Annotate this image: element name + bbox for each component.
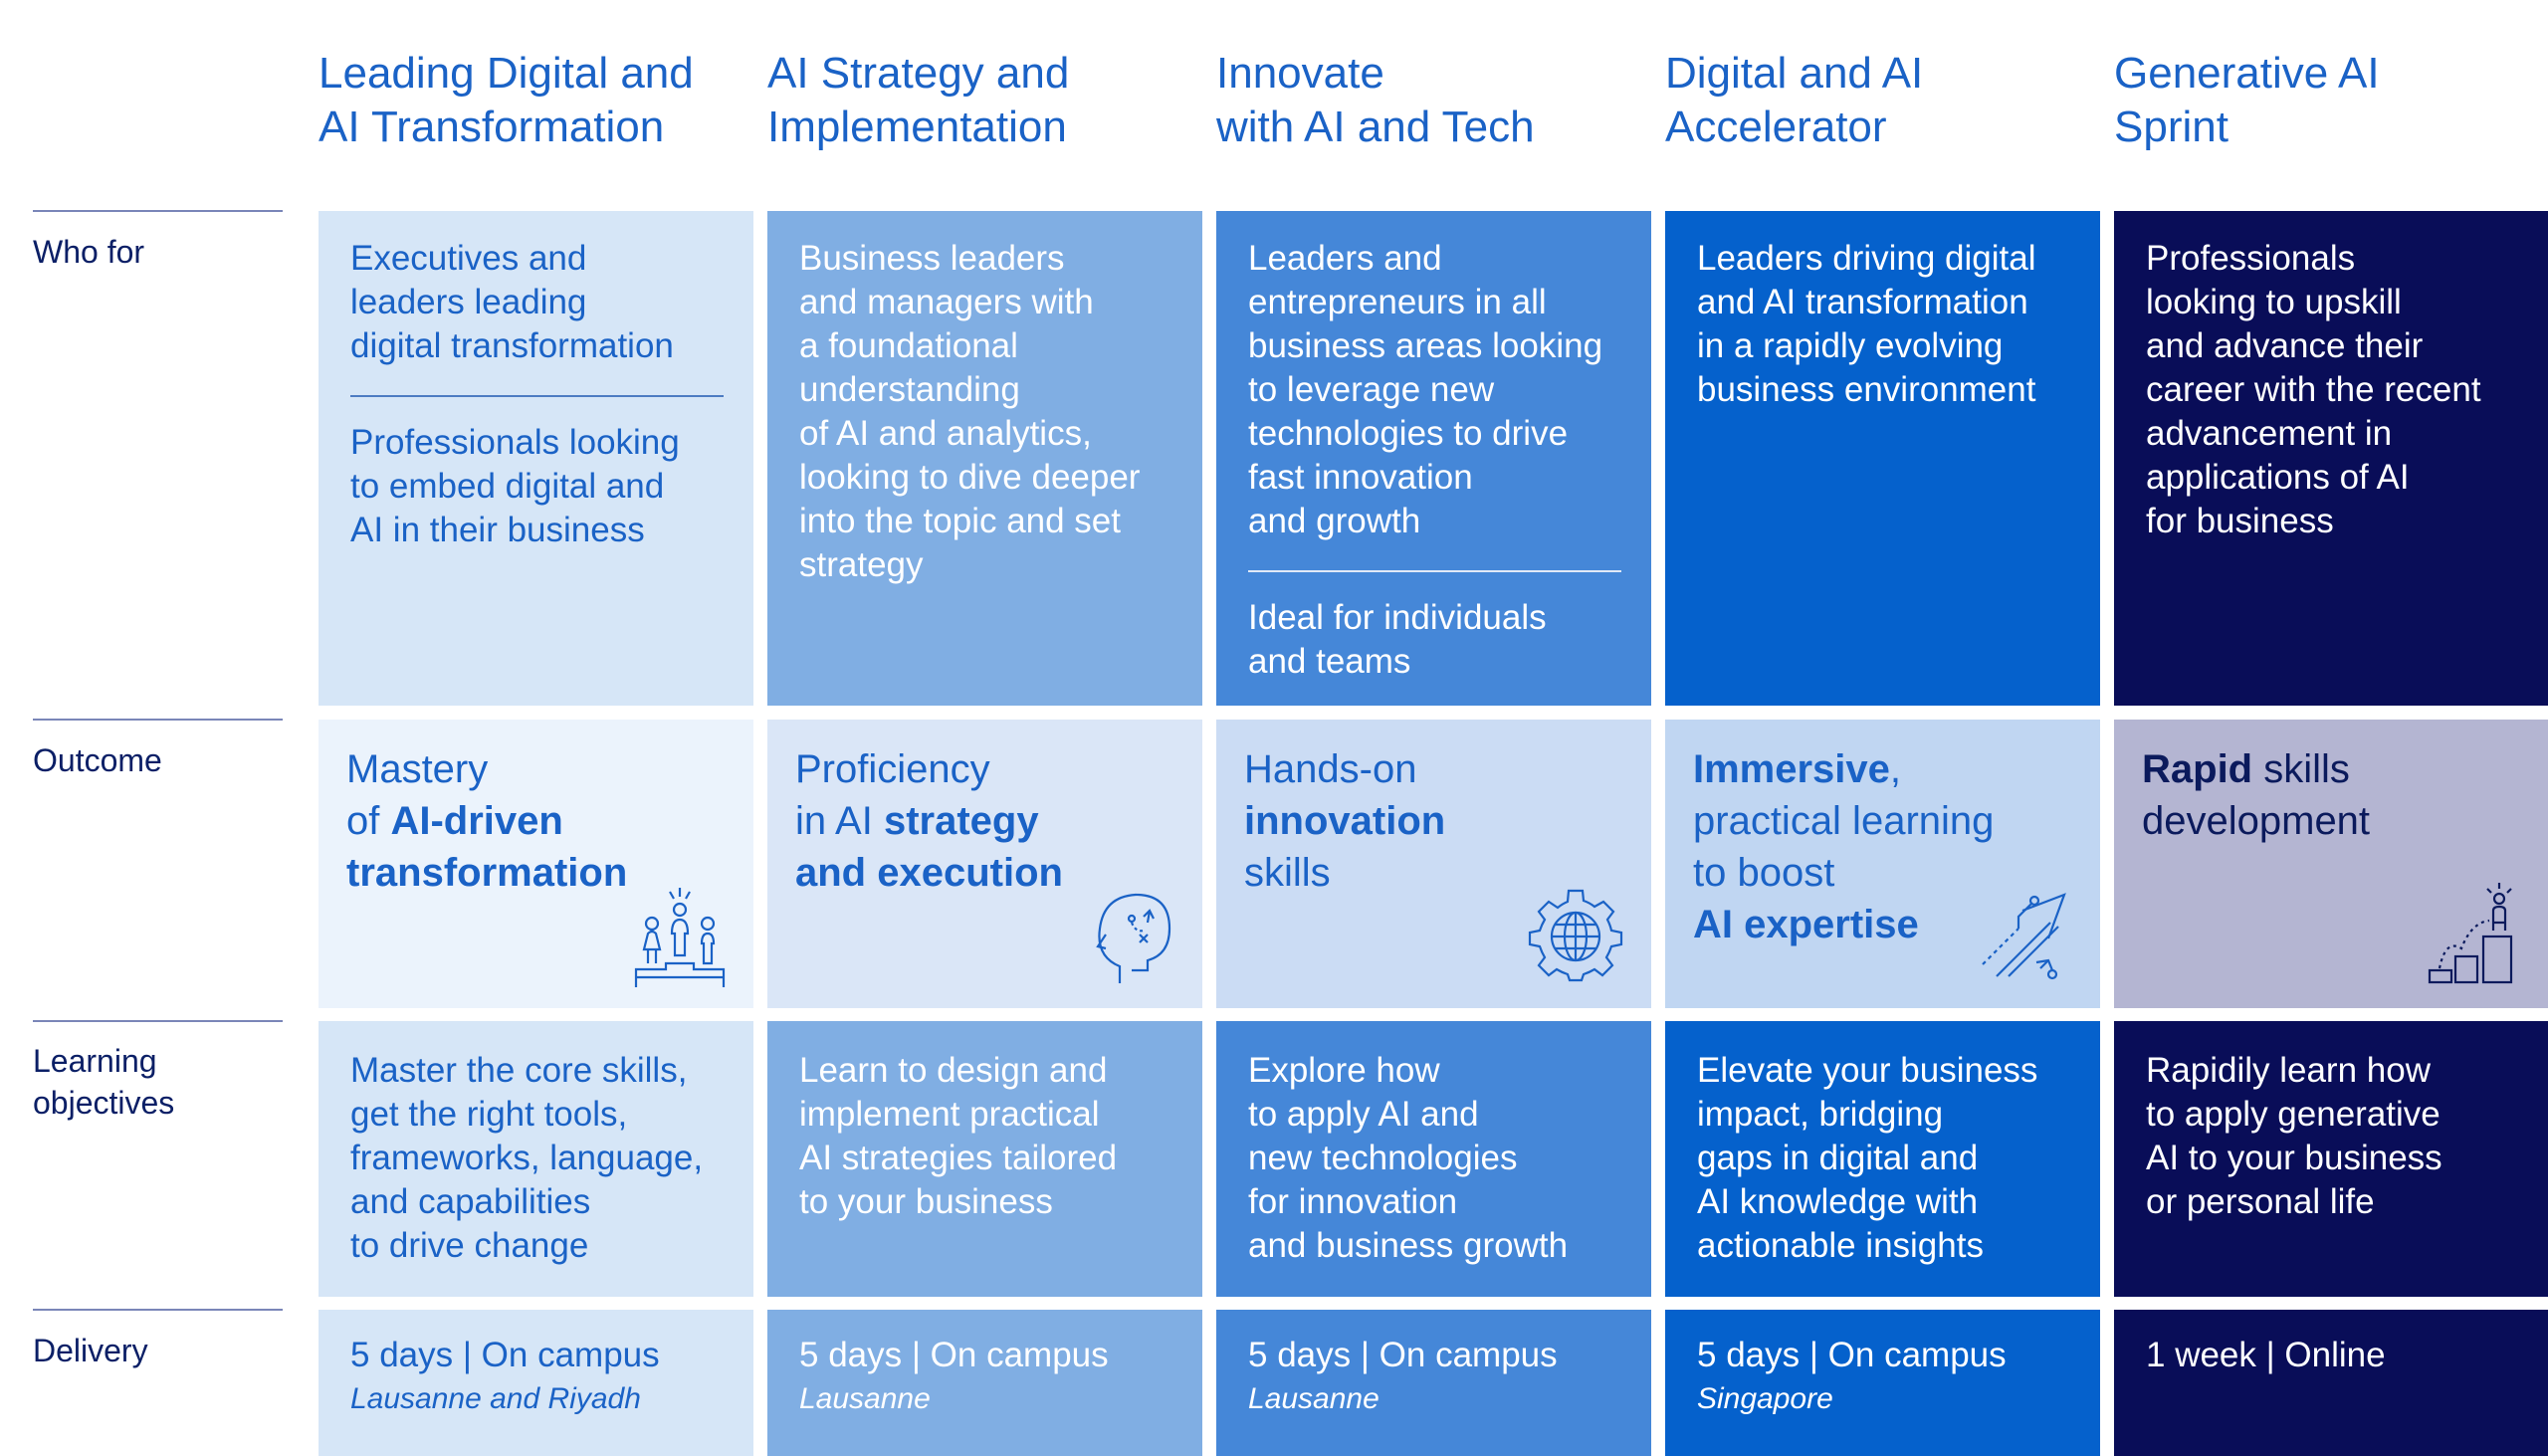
delivery-format: 1 week | Online: [2146, 1336, 2386, 1374]
delivery-cell-3: 5 days | On campus Lausanne: [1216, 1310, 1651, 1456]
outcome-cell-2: Proficiency in AI strategy and execution: [767, 720, 1202, 1008]
learning-text: Master the core skills, get the right to…: [350, 1051, 704, 1265]
learning-cell-2: Learn to design and implement practical …: [767, 1021, 1202, 1297]
delivery-location: Singapore: [1697, 1382, 1833, 1415]
row-divider: [33, 719, 283, 721]
column-title-ai-strategy: AI Strategy and Implementation: [767, 49, 1070, 151]
column-title-genai-sprint: Generative AI Sprint: [2114, 49, 2380, 151]
delivery-cell-4: 5 days | On campus Singapore: [1665, 1310, 2100, 1456]
podium-people-icon: [632, 884, 728, 988]
learning-cell-3: Explore how to apply AI and new technolo…: [1216, 1021, 1651, 1297]
learning-cell-5: Rapidily learn how to apply generative A…: [2114, 1021, 2548, 1297]
who-for-cell-1: Executives and leaders leading digital t…: [318, 211, 753, 706]
delivery-location: Lausanne: [1248, 1382, 1380, 1415]
who-for-primary: Leaders and entrepreneurs in all busines…: [1248, 239, 1603, 540]
delivery-cell-2: 5 days | On campus Lausanne: [767, 1310, 1202, 1456]
outcome-cell-5: Rapid skills development: [2114, 720, 2548, 1008]
head-strategy-icon: [1092, 891, 1173, 985]
outcome-text: Proficiency in AI strategy and execution: [795, 747, 1063, 895]
outcome-text: Mastery of AI-driven transformation: [346, 747, 628, 895]
outcome-cell-4: Immersive, practical learning to boost A…: [1665, 720, 2100, 1008]
delivery-format: 5 days | On campus: [1697, 1336, 2007, 1374]
outcome-text: Rapid skills development: [2142, 747, 2371, 843]
delivery-format: 5 days | On campus: [799, 1336, 1109, 1374]
delivery-location: Lausanne: [799, 1382, 931, 1415]
outcome-text: Immersive, practical learning to boost A…: [1693, 747, 1995, 946]
who-for-primary: Leaders driving digital and AI transform…: [1697, 239, 2036, 409]
row-label-delivery: Delivery: [33, 1333, 148, 1368]
learning-text: Rapidily learn how to apply generative A…: [2146, 1051, 2442, 1221]
who-for-cell-4: Leaders driving digital and AI transform…: [1665, 211, 2100, 706]
who-for-cell-3: Leaders and entrepreneurs in all busines…: [1216, 211, 1651, 706]
learning-cell-1: Master the core skills, get the right to…: [318, 1021, 753, 1297]
delivery-cell-5: 1 week | Online: [2114, 1310, 2548, 1456]
learning-text: Elevate your business impact, bridging g…: [1697, 1051, 2038, 1265]
who-for-secondary: Ideal for individuals and teams: [1248, 598, 1547, 681]
row-divider: [33, 1309, 283, 1311]
column-title-leading-digital: Leading Digital and AI Transformation: [318, 49, 694, 151]
row-divider: [33, 1020, 283, 1022]
learning-text: Learn to design and implement practical …: [799, 1051, 1118, 1221]
row-divider: [33, 210, 283, 212]
row-label-learning-objectives: Learning objectives: [33, 1043, 175, 1121]
learning-cell-4: Elevate your business impact, bridging g…: [1665, 1021, 2100, 1297]
delivery-cell-1: 5 days | On campus Lausanne and Riyadh: [318, 1310, 753, 1456]
delivery-format: 5 days | On campus: [350, 1336, 660, 1374]
outcome-cell-1: Mastery of AI-driven transformation: [318, 720, 753, 1008]
who-for-primary: Executives and leaders leading digital t…: [350, 239, 674, 365]
who-for-primary: Business leaders and managers with a fou…: [799, 239, 1141, 584]
divider: [350, 395, 724, 397]
climbing-steps-icon: [2426, 883, 2521, 986]
outcome-text: Hands-on innovation skills: [1244, 747, 1446, 895]
column-title-innovate: Innovate with AI and Tech: [1216, 49, 1535, 151]
who-for-cell-5: Professionals looking to upskill and adv…: [2114, 211, 2548, 706]
who-for-cell-2: Business leaders and managers with a fou…: [767, 211, 1202, 706]
row-label-who-for: Who for: [33, 234, 145, 270]
divider: [1248, 570, 1621, 572]
outcome-cell-3: Hands-on innovation skills: [1216, 720, 1651, 1008]
delivery-location: Lausanne and Riyadh: [350, 1382, 641, 1415]
who-for-secondary: Professionals looking to embed digital a…: [350, 423, 680, 549]
row-label-outcome: Outcome: [33, 742, 162, 778]
delivery-format: 5 days | On campus: [1248, 1336, 1558, 1374]
column-title-accelerator: Digital and AI Accelerator: [1665, 49, 1924, 151]
rising-arrows-icon: [1979, 891, 2070, 980]
who-for-primary: Professionals looking to upskill and adv…: [2146, 239, 2481, 540]
learning-text: Explore how to apply AI and new technolo…: [1248, 1051, 1569, 1265]
globe-gear-icon: [1528, 887, 1623, 982]
